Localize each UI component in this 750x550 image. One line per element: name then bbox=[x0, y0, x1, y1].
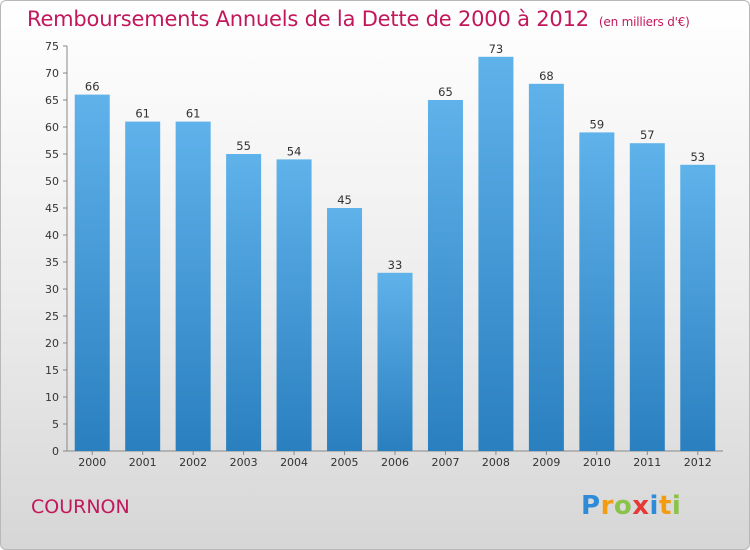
logo-letter: x bbox=[632, 491, 650, 521]
data-label: 68 bbox=[539, 69, 554, 83]
y-tick-label: 0 bbox=[52, 445, 59, 458]
data-label: 53 bbox=[690, 150, 705, 164]
bar bbox=[528, 83, 564, 452]
bar bbox=[226, 154, 262, 451]
bar bbox=[175, 121, 211, 451]
data-label: 57 bbox=[640, 128, 655, 142]
x-tick-label: 2010 bbox=[583, 456, 611, 469]
y-tick-label: 60 bbox=[45, 121, 59, 134]
data-label: 33 bbox=[388, 258, 403, 272]
bar bbox=[427, 100, 463, 451]
bar bbox=[276, 159, 312, 451]
y-tick-label: 65 bbox=[45, 94, 59, 107]
chart-bars: 66 61 61 55 54 45 33 65 73 68 59 57 53 bbox=[74, 42, 716, 452]
data-label: 73 bbox=[489, 42, 504, 56]
y-tick-label: 75 bbox=[45, 40, 59, 53]
y-tick-label: 30 bbox=[45, 283, 59, 296]
bar bbox=[327, 208, 363, 451]
bar bbox=[579, 132, 615, 451]
data-label: 66 bbox=[85, 80, 100, 94]
data-label: 61 bbox=[135, 107, 150, 121]
data-label: 54 bbox=[287, 144, 302, 158]
logo-letter: r bbox=[600, 491, 614, 521]
x-tick-label: 2003 bbox=[230, 456, 258, 469]
logo-letter: i bbox=[649, 491, 659, 521]
bar bbox=[377, 272, 413, 451]
chart-title: Remboursements Annuels de la Dette de 20… bbox=[27, 7, 690, 31]
y-tick-label: 70 bbox=[45, 67, 59, 80]
x-tick-label: 2009 bbox=[532, 456, 560, 469]
logo-letter: o bbox=[613, 491, 633, 521]
y-tick-label: 55 bbox=[45, 148, 59, 161]
x-tick-label: 2008 bbox=[482, 456, 510, 469]
y-tick-label: 15 bbox=[45, 364, 59, 377]
proxiti-logo: Proxiti bbox=[581, 491, 681, 521]
logo-letter: i bbox=[671, 491, 682, 521]
x-tick-label: 2000 bbox=[78, 456, 106, 469]
bar bbox=[74, 94, 110, 451]
bar bbox=[629, 143, 665, 451]
y-tick-label: 10 bbox=[45, 391, 59, 404]
x-tick-label: 2006 bbox=[381, 456, 409, 469]
chart-title-text: Remboursements Annuels de la Dette de 20… bbox=[27, 7, 589, 31]
data-label: 65 bbox=[438, 85, 453, 99]
x-tick-label: 2004 bbox=[280, 456, 308, 469]
chart-axes: 0 5 10 15 20 25 30 35 40 45 50 55 60 65 70 75 2000 2001 20… bbox=[45, 40, 723, 469]
y-tick-label: 35 bbox=[45, 256, 59, 269]
y-tick-label: 20 bbox=[45, 337, 59, 350]
x-tick-label: 2011 bbox=[633, 456, 661, 469]
logo-letter: P bbox=[581, 491, 601, 521]
x-tick-label: 2012 bbox=[684, 456, 712, 469]
y-tick-label: 25 bbox=[45, 310, 59, 323]
bar bbox=[125, 121, 161, 451]
logo-letter: t bbox=[658, 491, 672, 521]
data-label: 55 bbox=[236, 139, 251, 153]
y-tick-label: 5 bbox=[52, 418, 59, 431]
x-tick-label: 2001 bbox=[129, 456, 157, 469]
commune-name: COURNON bbox=[31, 496, 130, 518]
x-tick-label: 2002 bbox=[179, 456, 207, 469]
chart-unit: (en milliers d'€) bbox=[598, 15, 690, 29]
bar bbox=[478, 56, 514, 452]
y-tick-label: 45 bbox=[45, 202, 59, 215]
y-tick-label: 50 bbox=[45, 175, 59, 188]
y-tick-label: 40 bbox=[45, 229, 59, 242]
x-tick-label: 2007 bbox=[431, 456, 459, 469]
bar bbox=[680, 164, 716, 452]
data-label: 59 bbox=[590, 117, 605, 131]
x-tick-label: 2005 bbox=[331, 456, 359, 469]
data-label: 61 bbox=[186, 107, 201, 121]
data-label: 45 bbox=[337, 193, 352, 207]
